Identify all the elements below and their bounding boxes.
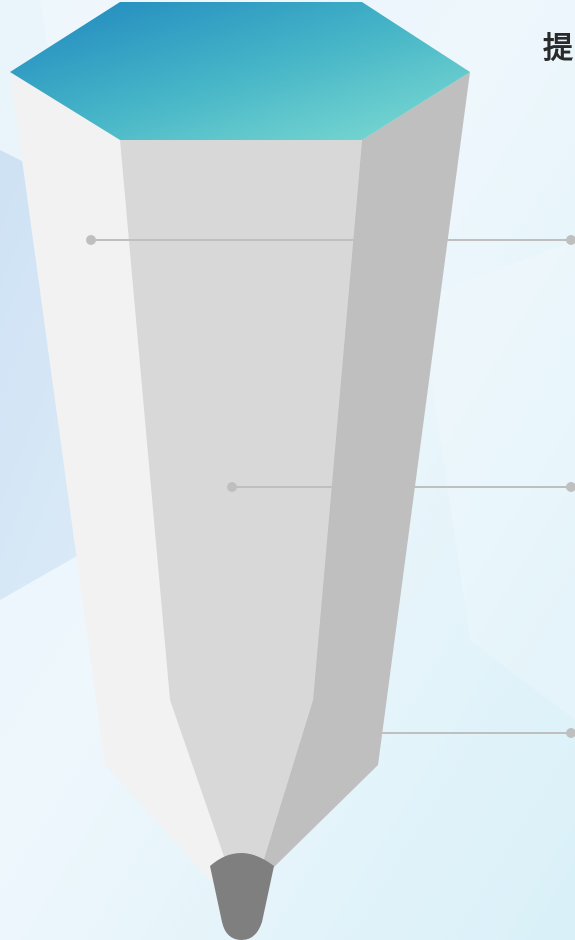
pencil-right-face [260, 72, 470, 872]
slide-heading: 提 [543, 31, 573, 66]
pencil-tip [210, 853, 274, 940]
connector-dot-2-start [227, 482, 237, 492]
connector-dot-1-end [566, 235, 575, 245]
connector-dot-2-end [566, 482, 575, 492]
connector-dot-1-start [86, 235, 96, 245]
background-ribbon-right [420, 240, 575, 720]
pencil-center-face [120, 140, 362, 872]
pencil-cap [10, 2, 470, 140]
connector-dot-3-end [566, 728, 575, 738]
pencil-left-face [10, 72, 228, 880]
